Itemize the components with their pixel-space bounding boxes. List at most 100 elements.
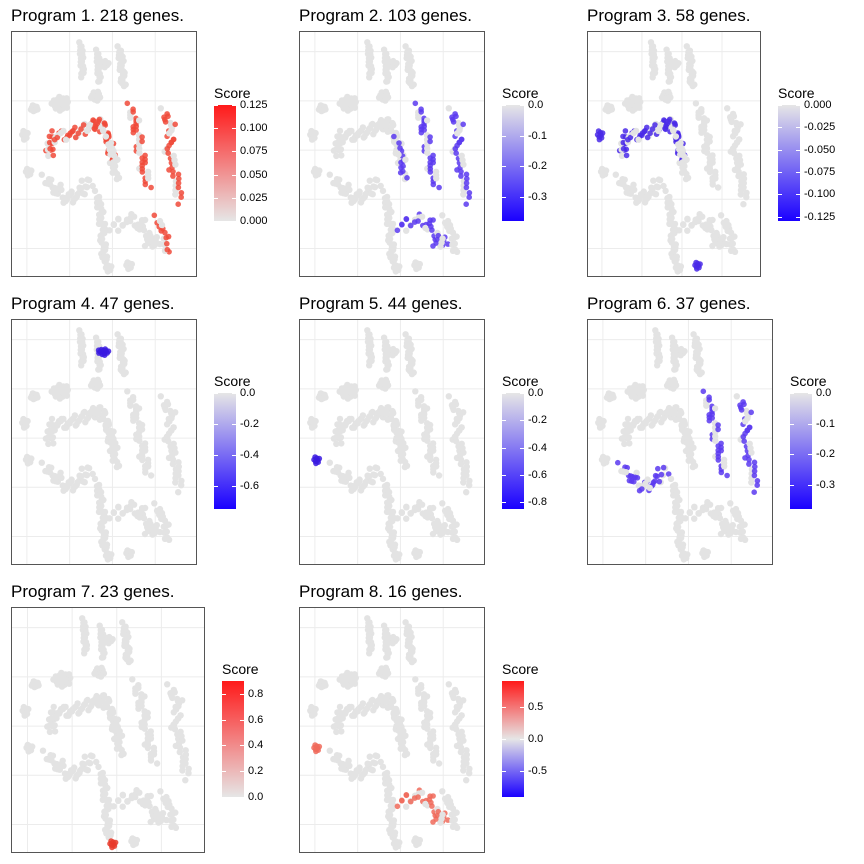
cell-point [390,709,398,716]
cell-point [727,523,734,530]
cell-point [101,517,108,525]
colorbar-tick-label: -0.3 [816,478,835,491]
cell-point [453,521,460,528]
cell-point [687,80,695,87]
cell-point [114,156,121,163]
cell-point [98,239,105,246]
cell-point [731,233,738,240]
cell-point [46,421,53,428]
cell-point [672,133,680,140]
cell-point [94,88,102,95]
cell-point [399,451,407,458]
cell-point [142,159,148,166]
cell-point [452,146,459,152]
cell-point [388,208,395,216]
cell-point [112,839,119,846]
cell-point [672,404,679,411]
cell-point [179,767,186,774]
cell-point [122,641,130,648]
cell-point [351,104,358,111]
cell-point [377,116,385,124]
cell-point [315,394,323,401]
cell-point [646,484,653,492]
cell-point [460,449,467,456]
cell-point [45,440,52,448]
cell-point [439,788,446,795]
cell-point [716,514,724,522]
colorbar-tick [232,128,236,130]
cell-point [387,830,394,837]
cell-point [80,478,87,485]
cell-point [333,728,340,736]
cell-point [346,186,353,193]
cell-point [75,130,82,137]
cell-point [342,134,349,141]
cell-point [99,635,106,642]
cell-point [80,409,87,417]
colorbar-tick [520,135,524,137]
cell-point [451,240,458,247]
cell-point [406,656,414,663]
cell-point [656,409,663,417]
cell-point [450,694,457,702]
cell-point [657,121,665,128]
cell-point [96,78,103,85]
cell-point [595,128,602,134]
cell-point [142,447,149,454]
cell-point [403,342,410,350]
colorbar-tick-label: -0.2 [240,417,259,430]
cell-point [182,760,189,767]
cell-point [463,171,470,178]
cell-point [675,227,683,234]
cell-point [38,459,45,466]
cell-point [114,43,121,50]
cell-point [100,208,107,216]
cell-point [164,401,172,408]
cell-point [439,212,446,219]
cell-point [178,194,184,200]
cell-point [23,165,31,173]
cell-point [62,197,69,205]
cell-point [145,175,152,182]
cell-point [403,750,411,757]
cell-point [618,152,626,160]
cell-point [313,460,319,467]
cell-point [651,190,658,197]
cell-point [433,751,440,758]
cell-point [51,728,59,735]
legend-title: Score [214,373,251,389]
cell-point [681,163,688,170]
cell-point [326,171,333,178]
cell-point [56,710,63,717]
colorbar-tick [796,194,800,196]
cell-point [729,240,736,247]
cell-point [460,191,467,198]
cell-point [168,139,174,146]
colorbar-tick-label: -0.6 [240,479,259,492]
cell-point [151,523,158,530]
cell-point [78,126,84,132]
cell-point [446,221,454,229]
colorbar-tick [232,221,236,222]
cell-point [54,134,61,141]
cell-point [392,556,399,563]
cell-point [681,168,688,175]
cell-point [104,703,111,711]
cell-point [350,485,357,493]
colorbar-tick [520,706,524,708]
cell-point [356,476,363,483]
cell-point [399,798,405,804]
cell-point [73,772,80,780]
cell-point [466,194,472,200]
cell-point [138,702,145,710]
cell-point [101,220,109,228]
cell-point [83,697,90,705]
cell-point [407,798,414,805]
cell-point [466,770,473,777]
cell-point [87,94,95,101]
cell-point [115,797,122,804]
colorbar-tick [502,196,506,198]
cell-point [413,265,420,273]
cell-point [312,172,320,179]
colorbar-tick [502,502,506,504]
